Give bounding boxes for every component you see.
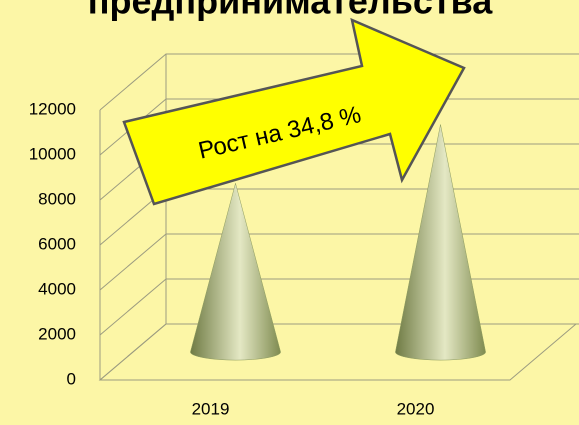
y-tick-label: 8000 [38, 189, 76, 208]
x-tick-label: 2020 [397, 399, 435, 418]
y-tick-label: 2000 [38, 324, 76, 343]
y-tick-label: 6000 [38, 234, 76, 253]
y-tick-label: 10000 [29, 144, 76, 163]
grid-line [99, 53, 579, 111]
x-tick-label: 2019 [192, 399, 230, 418]
y-tick-label: 0 [67, 369, 76, 388]
y-tick-label: 12000 [29, 99, 76, 118]
cone [395, 124, 486, 361]
cone [190, 182, 281, 361]
growth-arrow [122, 17, 466, 206]
chart-title: предпринимательства [88, 0, 493, 22]
y-tick-label: 4000 [38, 279, 76, 298]
